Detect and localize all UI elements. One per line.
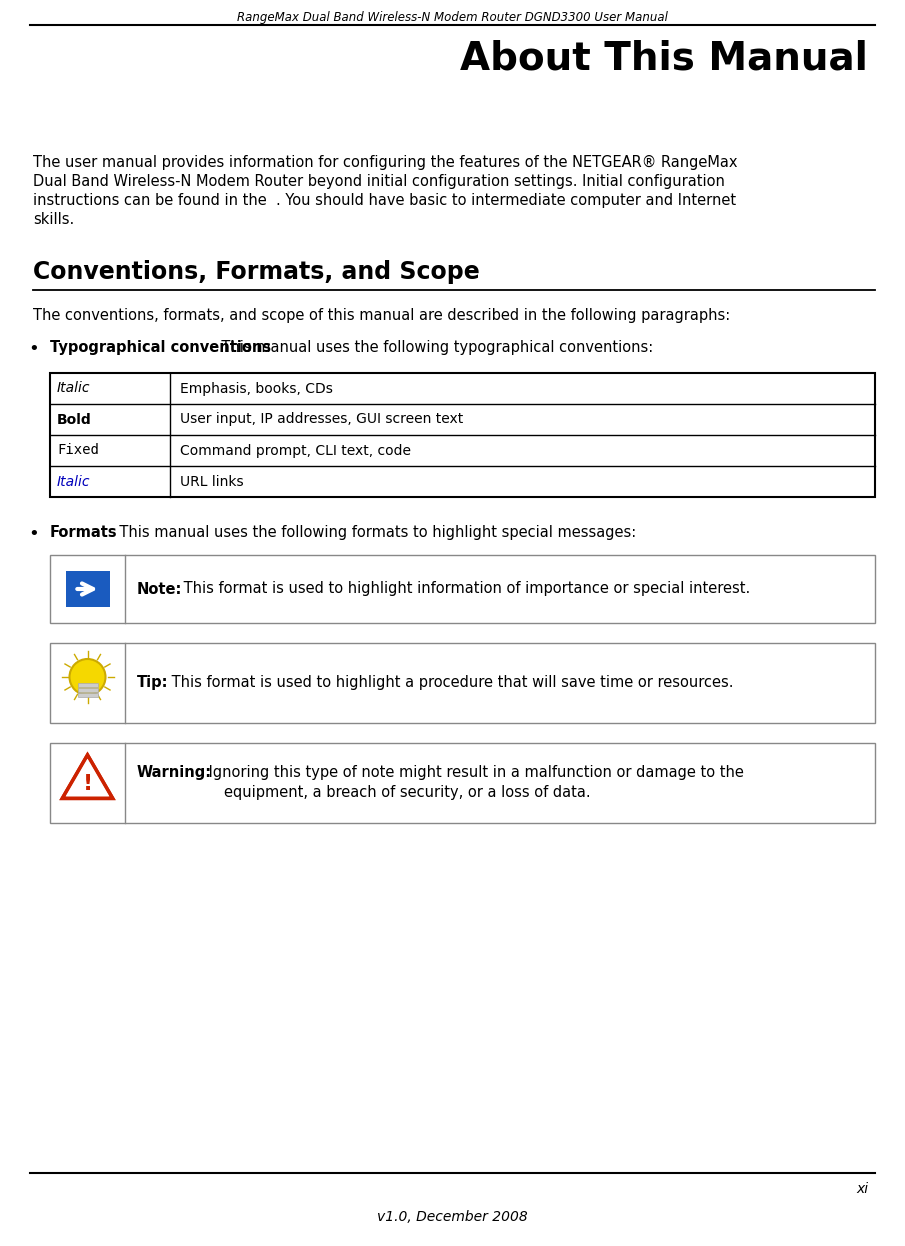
Text: User input, IP addresses, GUI screen text: User input, IP addresses, GUI screen tex… xyxy=(180,412,463,426)
Circle shape xyxy=(70,659,106,695)
Bar xyxy=(65,571,110,607)
Text: The user manual provides information for configuring the features of the NETGEAR: The user manual provides information for… xyxy=(33,155,738,169)
Polygon shape xyxy=(66,759,109,796)
Text: •: • xyxy=(28,340,39,358)
Text: Italic: Italic xyxy=(57,475,90,488)
Text: Typographical conventions: Typographical conventions xyxy=(50,340,272,355)
Bar xyxy=(50,643,875,723)
Bar xyxy=(78,688,98,692)
Bar xyxy=(78,693,98,697)
Text: Formats: Formats xyxy=(50,525,118,540)
Text: About This Manual: About This Manual xyxy=(460,40,868,78)
Text: Bold: Bold xyxy=(57,412,91,426)
Text: Ignoring this type of note might result in a malfunction or damage to the: Ignoring this type of note might result … xyxy=(204,765,744,780)
Bar xyxy=(50,743,875,824)
Text: The conventions, formats, and scope of this manual are described in the followin: The conventions, formats, and scope of t… xyxy=(33,308,730,323)
Text: Tip:: Tip: xyxy=(137,675,168,690)
Text: !: ! xyxy=(82,775,92,795)
Text: Italic: Italic xyxy=(57,381,90,395)
Text: equipment, a breach of security, or a loss of data.: equipment, a breach of security, or a lo… xyxy=(224,785,591,800)
Text: •: • xyxy=(28,525,39,543)
Text: v1.0, December 2008: v1.0, December 2008 xyxy=(376,1210,528,1224)
Text: Command prompt, CLI text, code: Command prompt, CLI text, code xyxy=(180,444,411,457)
Text: . This manual uses the following formats to highlight special messages:: . This manual uses the following formats… xyxy=(110,525,636,540)
Polygon shape xyxy=(62,755,113,799)
Text: This format is used to highlight information of importance or special interest.: This format is used to highlight informa… xyxy=(179,582,750,597)
Text: Fixed: Fixed xyxy=(57,444,99,457)
Text: Note:: Note: xyxy=(137,582,183,597)
Text: This format is used to highlight a procedure that will save time or resources.: This format is used to highlight a proce… xyxy=(167,675,733,690)
Text: Emphasis, books, CDs: Emphasis, books, CDs xyxy=(180,381,333,395)
Bar xyxy=(78,683,98,687)
Bar xyxy=(50,554,875,623)
Text: RangeMax Dual Band Wireless-N Modem Router DGND3300 User Manual: RangeMax Dual Band Wireless-N Modem Rout… xyxy=(236,11,668,24)
Text: URL links: URL links xyxy=(180,475,243,488)
Text: Dual Band Wireless-N Modem Router beyond initial configuration settings. Initial: Dual Band Wireless-N Modem Router beyond… xyxy=(33,174,725,189)
Bar xyxy=(50,373,875,497)
Text: Conventions, Formats, and Scope: Conventions, Formats, and Scope xyxy=(33,260,480,284)
Text: skills.: skills. xyxy=(33,212,74,227)
Text: instructions can be found in the  . You should have basic to intermediate comput: instructions can be found in the . You s… xyxy=(33,193,736,208)
Text: . This manual uses the following typographical conventions:: . This manual uses the following typogra… xyxy=(212,340,653,355)
Text: Warning:: Warning: xyxy=(137,765,212,780)
Text: xi: xi xyxy=(856,1182,868,1196)
